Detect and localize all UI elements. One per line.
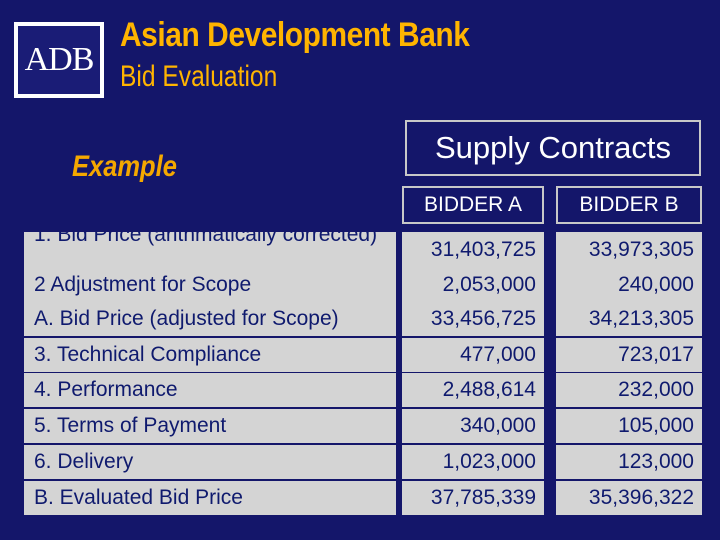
row-label-a: A. Bid Price (adjusted for Scope): [24, 302, 396, 336]
row-5-bidder-b: 105,000: [556, 409, 702, 443]
row-label-2: 2 Adjustment for Scope: [24, 268, 396, 302]
row-label-4: 4. Performance: [24, 373, 396, 407]
row-6-bidder-a: 1,023,000: [402, 445, 544, 479]
row-5-bidder-a: 340,000: [402, 409, 544, 443]
column-header-bidder-b: BIDDER B: [556, 186, 702, 224]
row-a-bidder-b: 34,213,305: [556, 302, 702, 336]
row-4-bidder-a: 2,488,614: [402, 373, 544, 407]
row-label-3: 3. Technical Compliance: [24, 338, 396, 372]
adb-logo-text: ADB: [18, 26, 100, 94]
adb-logo: ADB: [14, 22, 104, 98]
row-1-bidder-b: 33,973,305: [556, 232, 702, 268]
row-2-bidder-a: 2,053,000: [402, 268, 544, 302]
row-b-bidder-b: 35,396,322: [556, 481, 702, 515]
row-6-bidder-b: 123,000: [556, 445, 702, 479]
row-4-bidder-b: 232,000: [556, 373, 702, 407]
example-label: Example: [72, 150, 177, 183]
row-label-6: 6. Delivery: [24, 445, 396, 479]
row-a-bidder-a: 33,456,725: [402, 302, 544, 336]
bank-title: Asian Development Bank: [120, 16, 470, 54]
row-3-bidder-b: 723,017: [556, 338, 702, 372]
section-title: Supply Contracts: [405, 120, 701, 176]
row-1-bidder-a: 31,403,725: [402, 232, 544, 268]
row-label-1: 1. Bid Price (arithmatically corrected): [34, 232, 378, 246]
row-3-bidder-a: 477,000: [402, 338, 544, 372]
row-2-bidder-b: 240,000: [556, 268, 702, 302]
row-label-b: B. Evaluated Bid Price: [24, 481, 396, 515]
row-label-5: 5. Terms of Payment: [24, 409, 396, 443]
row-b-bidder-a: 37,785,339: [402, 481, 544, 515]
slide-subtitle: Bid Evaluation: [120, 60, 278, 93]
column-header-bidder-a: BIDDER A: [402, 186, 544, 224]
